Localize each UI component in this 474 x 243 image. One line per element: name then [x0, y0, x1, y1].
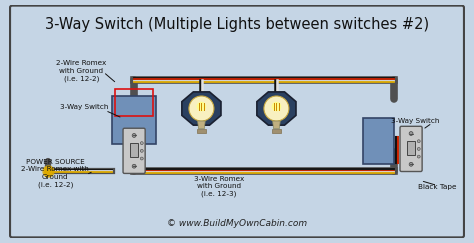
FancyBboxPatch shape	[123, 128, 145, 174]
Circle shape	[264, 96, 289, 121]
Text: 2-Wire Romex
with Ground
(i.e. 12-2): 2-Wire Romex with Ground (i.e. 12-2)	[56, 61, 106, 82]
Text: 3-Way Switch (Multiple Lights between switches #2): 3-Way Switch (Multiple Lights between sw…	[45, 17, 429, 32]
Polygon shape	[198, 121, 205, 129]
Bar	[407, 141, 415, 155]
Circle shape	[417, 148, 420, 150]
Bar	[197, 129, 206, 133]
FancyBboxPatch shape	[363, 118, 394, 164]
Circle shape	[417, 140, 420, 143]
Text: POWER SOURCE
2-Wire Romex with
Ground
(i.e. 12-2): POWER SOURCE 2-Wire Romex with Ground (i…	[21, 158, 89, 188]
Bar	[272, 129, 281, 133]
FancyBboxPatch shape	[400, 126, 422, 172]
Polygon shape	[273, 121, 280, 129]
Circle shape	[417, 155, 420, 158]
Circle shape	[197, 102, 206, 111]
Text: 3-Way Switch: 3-Way Switch	[391, 118, 439, 124]
Polygon shape	[257, 92, 296, 125]
Circle shape	[409, 132, 413, 135]
Circle shape	[132, 164, 136, 168]
Circle shape	[140, 142, 143, 145]
Circle shape	[409, 162, 413, 166]
Circle shape	[140, 157, 143, 160]
Circle shape	[189, 96, 214, 121]
Bar	[115, 89, 153, 116]
Circle shape	[132, 133, 136, 137]
Text: Black Tape: Black Tape	[418, 183, 456, 190]
FancyBboxPatch shape	[112, 96, 156, 144]
Text: 3-Way Switch: 3-Way Switch	[60, 104, 108, 110]
Circle shape	[140, 149, 143, 152]
Polygon shape	[182, 92, 221, 125]
FancyBboxPatch shape	[10, 6, 464, 237]
Circle shape	[272, 102, 281, 111]
Text: 3-Wire Romex
with Ground
(i.e. 12-3): 3-Wire Romex with Ground (i.e. 12-3)	[193, 176, 244, 197]
Bar	[130, 143, 138, 156]
Text: © www.BuildMyOwnCabin.com: © www.BuildMyOwnCabin.com	[167, 219, 307, 228]
